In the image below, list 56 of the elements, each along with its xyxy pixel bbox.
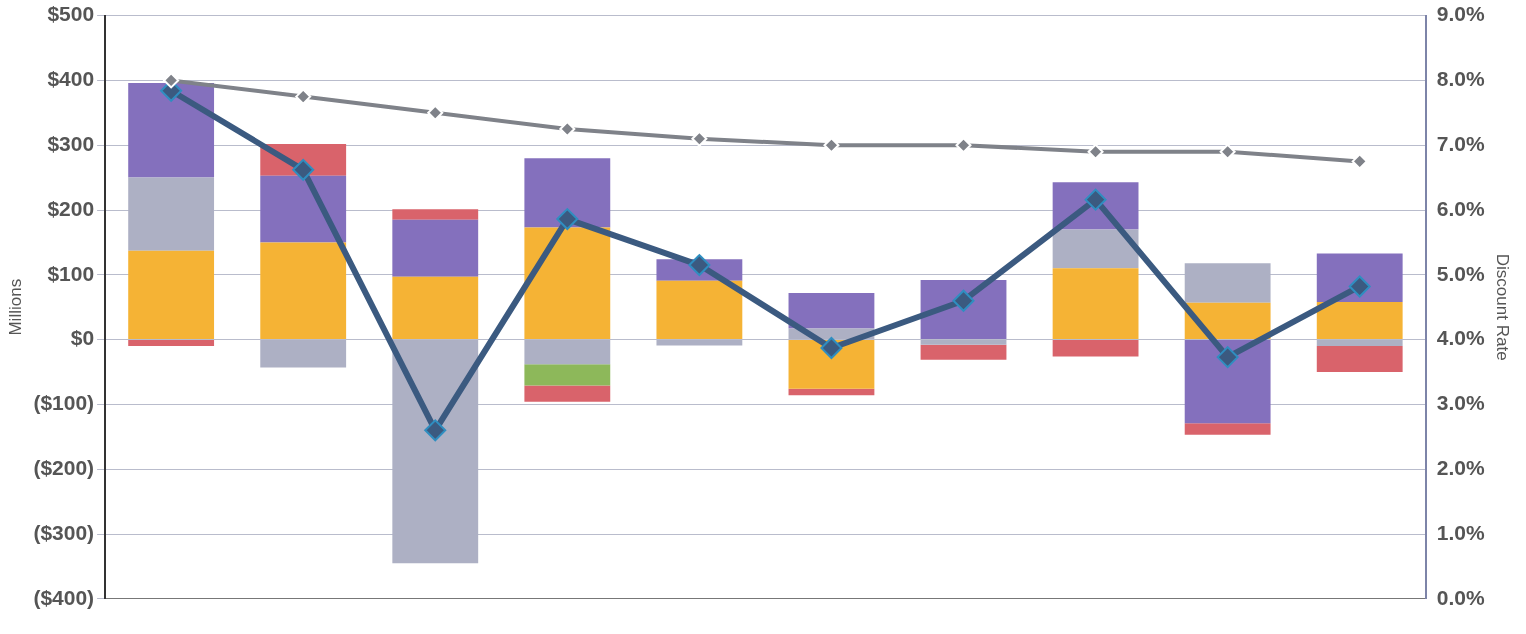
y2-axis-title: Discount Rate [1493,253,1513,361]
bar [392,209,479,220]
bar [128,340,215,347]
y2-tick-label: 6.0% [1436,196,1485,220]
y2-tick-label: 3.0% [1436,391,1485,415]
point [820,337,843,360]
bar [1316,253,1403,303]
bar [128,82,215,178]
y2-tick-label: 8.0% [1436,67,1485,91]
y-tick-label: $500 [47,2,95,26]
bar [524,158,611,228]
y2-tick-label: 0.0% [1436,585,1485,609]
y-tick-label: $100 [47,261,95,285]
bar [524,364,611,386]
y-tick-label: $0 [70,326,95,350]
bar [1316,346,1403,372]
bar [1316,302,1403,340]
bar [392,219,479,277]
bar [788,292,875,329]
point [1216,346,1239,369]
bar [788,388,875,396]
point [1219,143,1236,160]
y2-tick-label: 5.0% [1436,261,1485,285]
y2-tick-label: 2.0% [1436,456,1485,479]
point [163,72,180,89]
y2-tick-label: 9.0% [1436,2,1485,26]
bar [1184,340,1271,424]
bar [260,242,347,340]
bar [1184,423,1271,435]
bar [524,227,611,340]
y2-tick-label: 1.0% [1436,520,1485,544]
bar [1052,268,1139,340]
bar [524,385,611,402]
y-axis-title: Millions [5,278,25,336]
bar [260,175,347,243]
y-tick-label: ($200) [33,456,95,479]
y-tick-label: $200 [47,196,95,220]
y2-tick-label: 7.0% [1436,132,1485,155]
bar [920,344,1007,360]
bar [788,340,875,389]
y-tick-label: ($100) [33,391,95,415]
point [688,254,711,277]
bar [1052,229,1139,269]
point [424,419,447,442]
y-tick-label: $300 [47,132,95,155]
y-tick-label: ($300) [33,520,95,544]
point [1087,143,1104,160]
point [559,121,576,137]
y-tick-label: $400 [47,67,95,91]
bar [656,280,743,340]
bar [1052,340,1139,357]
y2-tick-label: 4.0% [1436,326,1485,350]
point [556,208,579,231]
y-tick-label: ($400) [33,585,95,609]
bar [128,250,215,340]
bar [392,276,479,340]
